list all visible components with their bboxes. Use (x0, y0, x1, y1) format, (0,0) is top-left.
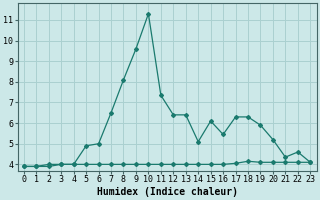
X-axis label: Humidex (Indice chaleur): Humidex (Indice chaleur) (97, 186, 237, 197)
